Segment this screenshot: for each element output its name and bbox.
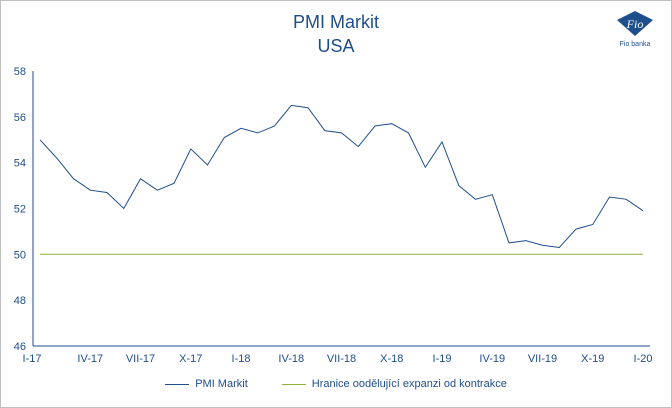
logo-caption: Fio banka xyxy=(620,41,651,48)
y-tick-label: 54 xyxy=(14,158,26,170)
x-tick-label: I-20 xyxy=(634,353,653,365)
x-tick-label: I-19 xyxy=(433,353,452,365)
fio-logo-icon: Fio Fio banka xyxy=(617,11,653,48)
x-tick-label: IV-17 xyxy=(77,353,103,365)
y-axis-ticks: 46 48 50 52 54 56 58 xyxy=(14,66,26,353)
series-layer xyxy=(39,104,644,255)
y-tick-label: 50 xyxy=(14,249,26,261)
chart-subtitle: USA xyxy=(317,36,355,56)
legend-label-threshold: Hranice oodělující expanzi od kontrakce xyxy=(311,378,507,390)
x-tick-label: I-17 xyxy=(23,353,42,365)
chart-title: PMI Markit xyxy=(292,12,379,32)
x-tick-label: I-18 xyxy=(232,353,251,365)
x-tick-label: VII-18 xyxy=(327,353,356,365)
x-tick-label: X-19 xyxy=(581,353,604,365)
legend-swatch-threshold xyxy=(281,383,306,385)
logo-diamond xyxy=(617,11,653,36)
x-tick-label: X-17 xyxy=(179,353,202,365)
y-tick-label: 46 xyxy=(14,341,26,353)
x-tick-label: IV-19 xyxy=(479,353,505,365)
series-line-pmi xyxy=(39,104,644,249)
y-tick-label: 52 xyxy=(14,204,26,216)
x-axis-ticks: I-17 IV-17 VII-17 X-17 I-18 IV-18 VII-18 X-18 I-… xyxy=(23,353,653,365)
legend: PMI Markit Hranice oodělující expanzi od… xyxy=(0,374,672,394)
x-tick-label: X-18 xyxy=(380,353,403,365)
x-tick-label: VII-17 xyxy=(126,353,155,365)
logo-mark: Fio xyxy=(626,17,644,31)
x-tick-label: VII-19 xyxy=(528,353,557,365)
y-tick-label: 58 xyxy=(14,66,26,78)
y-tick-label: 48 xyxy=(14,295,26,307)
y-tick-label: 56 xyxy=(14,112,26,124)
legend-swatch-pmi xyxy=(165,383,190,385)
legend-label-pmi: PMI Markit xyxy=(195,378,248,390)
legend-item-threshold: Hranice oodělující expanzi od kontrakce xyxy=(281,378,507,390)
legend-item-pmi: PMI Markit xyxy=(165,378,248,390)
x-tick-label: IV-18 xyxy=(278,353,304,365)
